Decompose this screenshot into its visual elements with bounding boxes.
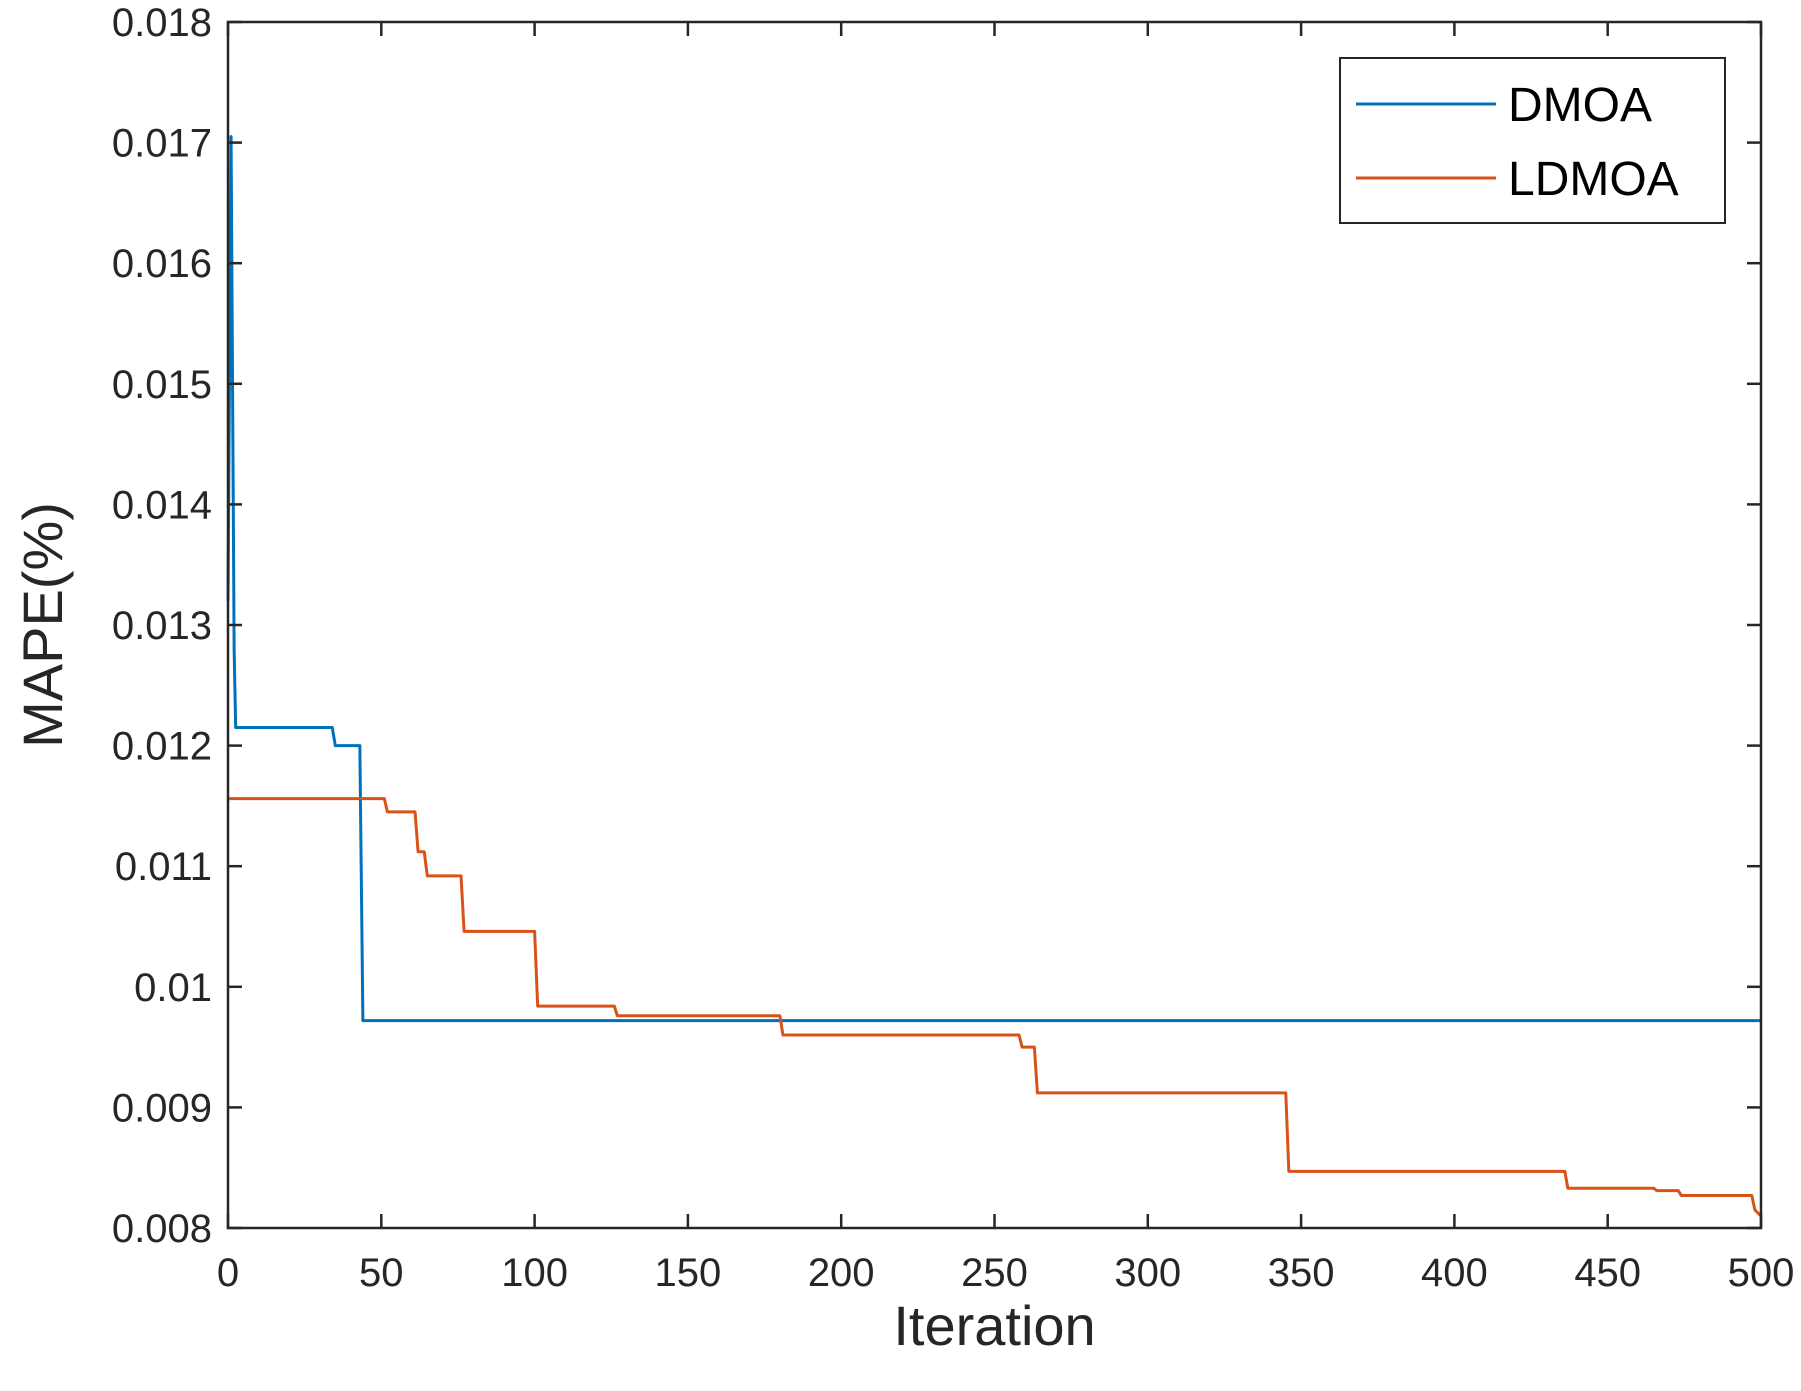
series-layer [226, 135, 1763, 1218]
axis-ticks [226, 20, 1763, 1230]
x-tick-label: 400 [1421, 1251, 1488, 1295]
y-tick-label: 0.009 [112, 1086, 212, 1130]
x-tick-label: 350 [1268, 1251, 1335, 1295]
legend: DMOA LDMOA [1339, 57, 1726, 224]
x-tick-label: 0 [217, 1251, 239, 1295]
y-tick-label: 0.015 [112, 363, 212, 407]
x-tick-label: 500 [1728, 1251, 1795, 1295]
y-tick-label: 0.017 [112, 122, 212, 166]
series-line-dmoa [226, 135, 1761, 1023]
y-tick-label: 0.011 [115, 845, 212, 889]
series-line-ldmoa [228, 797, 1763, 1218]
x-axis-title: Iteration [893, 1294, 1095, 1357]
y-tick-label: 0.013 [112, 604, 212, 648]
y-tick-label: 0.014 [112, 483, 212, 527]
y-tick-label: 0.016 [112, 242, 212, 286]
legend-box [1339, 57, 1726, 224]
y-tick-label: 0.008 [112, 1207, 212, 1251]
y-tick-label: 0.018 [112, 1, 212, 45]
y-tick-label: 0.01 [134, 966, 212, 1010]
tick-labels: 0 50 100 150 200 250 300 350 400 450 500 0.008 0.009… [112, 1, 1794, 1295]
y-axis-title: MAPE(%) [11, 502, 74, 748]
y-tick-label: 0.012 [112, 725, 212, 769]
legend-label-ldmoa: LDMOA [1508, 153, 1679, 206]
x-tick-label: 150 [655, 1251, 722, 1295]
x-tick-label: 300 [1114, 1251, 1181, 1295]
x-tick-label: 450 [1574, 1251, 1641, 1295]
x-tick-label: 200 [808, 1251, 875, 1295]
x-tick-label: 50 [359, 1251, 404, 1295]
legend-label-dmoa: DMOA [1508, 79, 1652, 132]
x-tick-label: 250 [961, 1251, 1028, 1295]
x-tick-label: 100 [501, 1251, 568, 1295]
